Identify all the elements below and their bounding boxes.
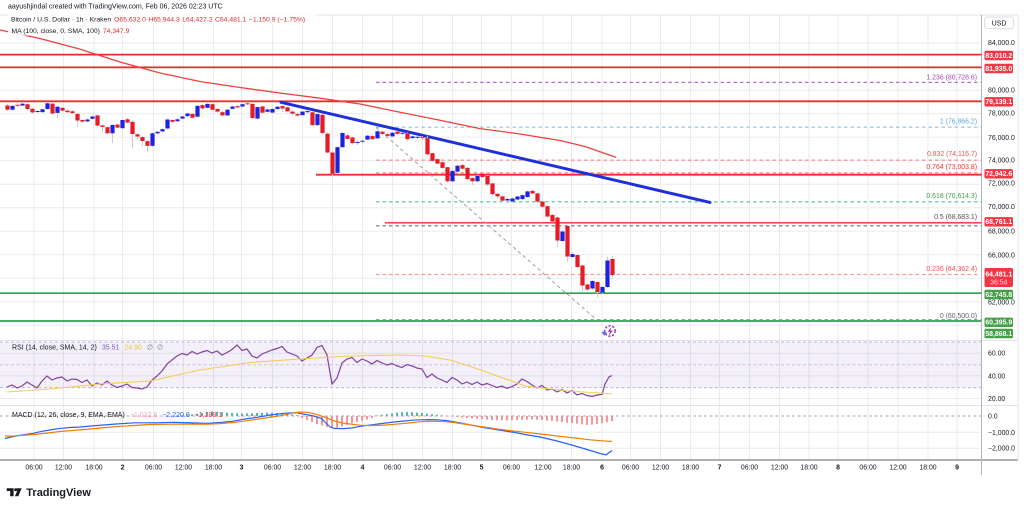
svg-text:0.236 (64,362.4): 0.236 (64,362.4) <box>926 266 977 273</box>
svg-text:40.00: 40.00 <box>988 373 1005 380</box>
svg-text:18:00: 18:00 <box>563 465 580 472</box>
svg-text:5: 5 <box>480 465 484 472</box>
svg-text:0.0: 0.0 <box>988 413 998 420</box>
svg-text:64,481.1: 64,481.1 <box>985 272 1012 279</box>
svg-text:18:00: 18:00 <box>444 465 461 472</box>
svg-text:06:00: 06:00 <box>622 465 639 472</box>
svg-text:06:00: 06:00 <box>859 465 876 472</box>
svg-text:60,395.9: 60,395.9 <box>985 320 1012 327</box>
svg-text:83,010.2: 83,010.2 <box>985 53 1012 60</box>
svg-text:81,935.0: 81,935.0 <box>985 66 1012 73</box>
svg-text:62,745.8: 62,745.8 <box>985 292 1012 299</box>
svg-text:8: 8 <box>836 465 840 472</box>
svg-text:12:00: 12:00 <box>55 465 72 472</box>
svg-text:66,000.0: 66,000.0 <box>988 253 1015 260</box>
svg-text:74,000.0: 74,000.0 <box>988 157 1015 164</box>
svg-text:0 (60,500.0): 0 (60,500.0) <box>940 313 977 320</box>
svg-text:79,139.1: 79,139.1 <box>985 99 1012 106</box>
svg-text:18:00: 18:00 <box>324 465 341 472</box>
svg-text:Bitcoin / U.S. Dollar · 1h · K: Bitcoin / U.S. Dollar · 1h · Kraken O65,6… <box>11 16 305 23</box>
svg-text:58,868.1: 58,868.1 <box>985 331 1012 338</box>
svg-text:6: 6 <box>600 465 604 472</box>
svg-text:72,000.0: 72,000.0 <box>988 180 1015 187</box>
svg-text:06:00: 06:00 <box>384 465 401 472</box>
svg-text:12:00: 12:00 <box>414 465 431 472</box>
svg-text:84,000.0: 84,000.0 <box>988 40 1015 47</box>
svg-text:1 (76,866.2): 1 (76,866.2) <box>940 119 977 126</box>
svg-text:72,942.6: 72,942.6 <box>985 171 1012 178</box>
svg-text:12:00: 12:00 <box>771 465 788 472</box>
svg-text:0.764 (73,003.8): 0.764 (73,003.8) <box>926 164 977 171</box>
svg-text:7: 7 <box>718 465 722 472</box>
svg-text:3: 3 <box>240 465 244 472</box>
svg-text:80,000.0: 80,000.0 <box>988 88 1015 95</box>
svg-text:−2,000.0: −2,000.0 <box>988 446 1015 453</box>
svg-text:18:00: 18:00 <box>85 465 102 472</box>
svg-text:RSI (14, close, SMA, 14, 2)35.: RSI (14, close, SMA, 14, 2) 35.51 24.90 ∅ ∅ <box>12 345 163 352</box>
svg-text:aayushjindal created with Trad: aayushjindal created with TradingView.co… <box>8 3 223 10</box>
svg-text:06:00: 06:00 <box>741 465 758 472</box>
svg-text:MA (100, close, 0, SMA, 100)74: MA (100, close, 0, SMA, 100) 74,347.9 <box>12 28 130 35</box>
svg-text:12:00: 12:00 <box>889 465 906 472</box>
svg-text:9: 9 <box>955 465 959 472</box>
svg-text:0.832 (74,116.7): 0.832 (74,116.7) <box>927 151 977 158</box>
svg-text:2: 2 <box>121 465 125 472</box>
svg-text:18:00: 18:00 <box>800 465 817 472</box>
svg-text:68,761.1: 68,761.1 <box>985 219 1012 226</box>
svg-text:06:00: 06:00 <box>145 465 162 472</box>
svg-text:36:54: 36:54 <box>990 280 1007 287</box>
svg-text:USD: USD <box>992 20 1007 27</box>
svg-text:12:00: 12:00 <box>652 465 669 472</box>
svg-text:1.236 (80,728.6): 1.236 (80,728.6) <box>926 75 977 82</box>
svg-text:12:00: 12:00 <box>294 465 311 472</box>
svg-text:06:00: 06:00 <box>25 465 42 472</box>
svg-text:18:00: 18:00 <box>919 465 936 472</box>
svg-text:06:00: 06:00 <box>264 465 281 472</box>
svg-text:4: 4 <box>361 465 365 472</box>
svg-text:12:00: 12:00 <box>175 465 192 472</box>
svg-text:60.00: 60.00 <box>988 351 1005 358</box>
svg-text:0.618 (70,614.3): 0.618 (70,614.3) <box>926 193 977 200</box>
svg-text:TradingView: TradingView <box>26 487 91 499</box>
svg-text:12:00: 12:00 <box>534 465 551 472</box>
svg-text:62,000.0: 62,000.0 <box>988 300 1015 307</box>
svg-text:76,000.0: 76,000.0 <box>988 135 1015 142</box>
svg-text:18:00: 18:00 <box>205 465 222 472</box>
svg-text:18:00: 18:00 <box>682 465 699 472</box>
svg-text:70,000.0: 70,000.0 <box>988 204 1015 211</box>
svg-text:−1,000.0: −1,000.0 <box>988 430 1015 437</box>
svg-text:0.5 (68,683.1): 0.5 (68,683.1) <box>934 214 977 221</box>
svg-text:78,000.0: 78,000.0 <box>988 111 1015 118</box>
svg-text:MACD (12, 26, close, 9, EMA, E: MACD (12, 26, close, 9, EMA, EMA) −1,032.… <box>12 412 222 419</box>
svg-text:06:00: 06:00 <box>503 465 520 472</box>
svg-text:68,000.0: 68,000.0 <box>988 228 1015 235</box>
svg-text:20.00: 20.00 <box>988 396 1005 403</box>
